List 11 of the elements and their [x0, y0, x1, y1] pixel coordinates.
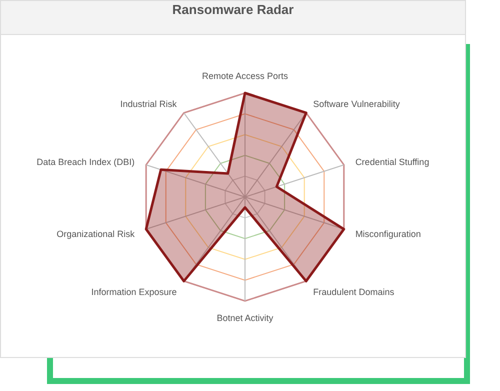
- spoke-label: Industrial Risk: [120, 99, 178, 110]
- spoke-label: Remote Access Ports: [202, 71, 289, 81]
- spoke-label: Information Exposure: [91, 286, 177, 297]
- spoke-label: Fraudulent Domains: [313, 286, 395, 297]
- spoke-label: Botnet Activity: [216, 313, 274, 323]
- spoke-label: Data Breach Index (DBI): [36, 157, 135, 168]
- chart-title: Ransomware Radar: [172, 2, 294, 17]
- spoke-label: Software Vulnerability: [313, 99, 400, 110]
- spoke-label: Organizational Risk: [56, 228, 136, 239]
- spoke-label: Credential Stuffing: [355, 157, 430, 168]
- spoke-label: Misconfiguration: [355, 228, 421, 239]
